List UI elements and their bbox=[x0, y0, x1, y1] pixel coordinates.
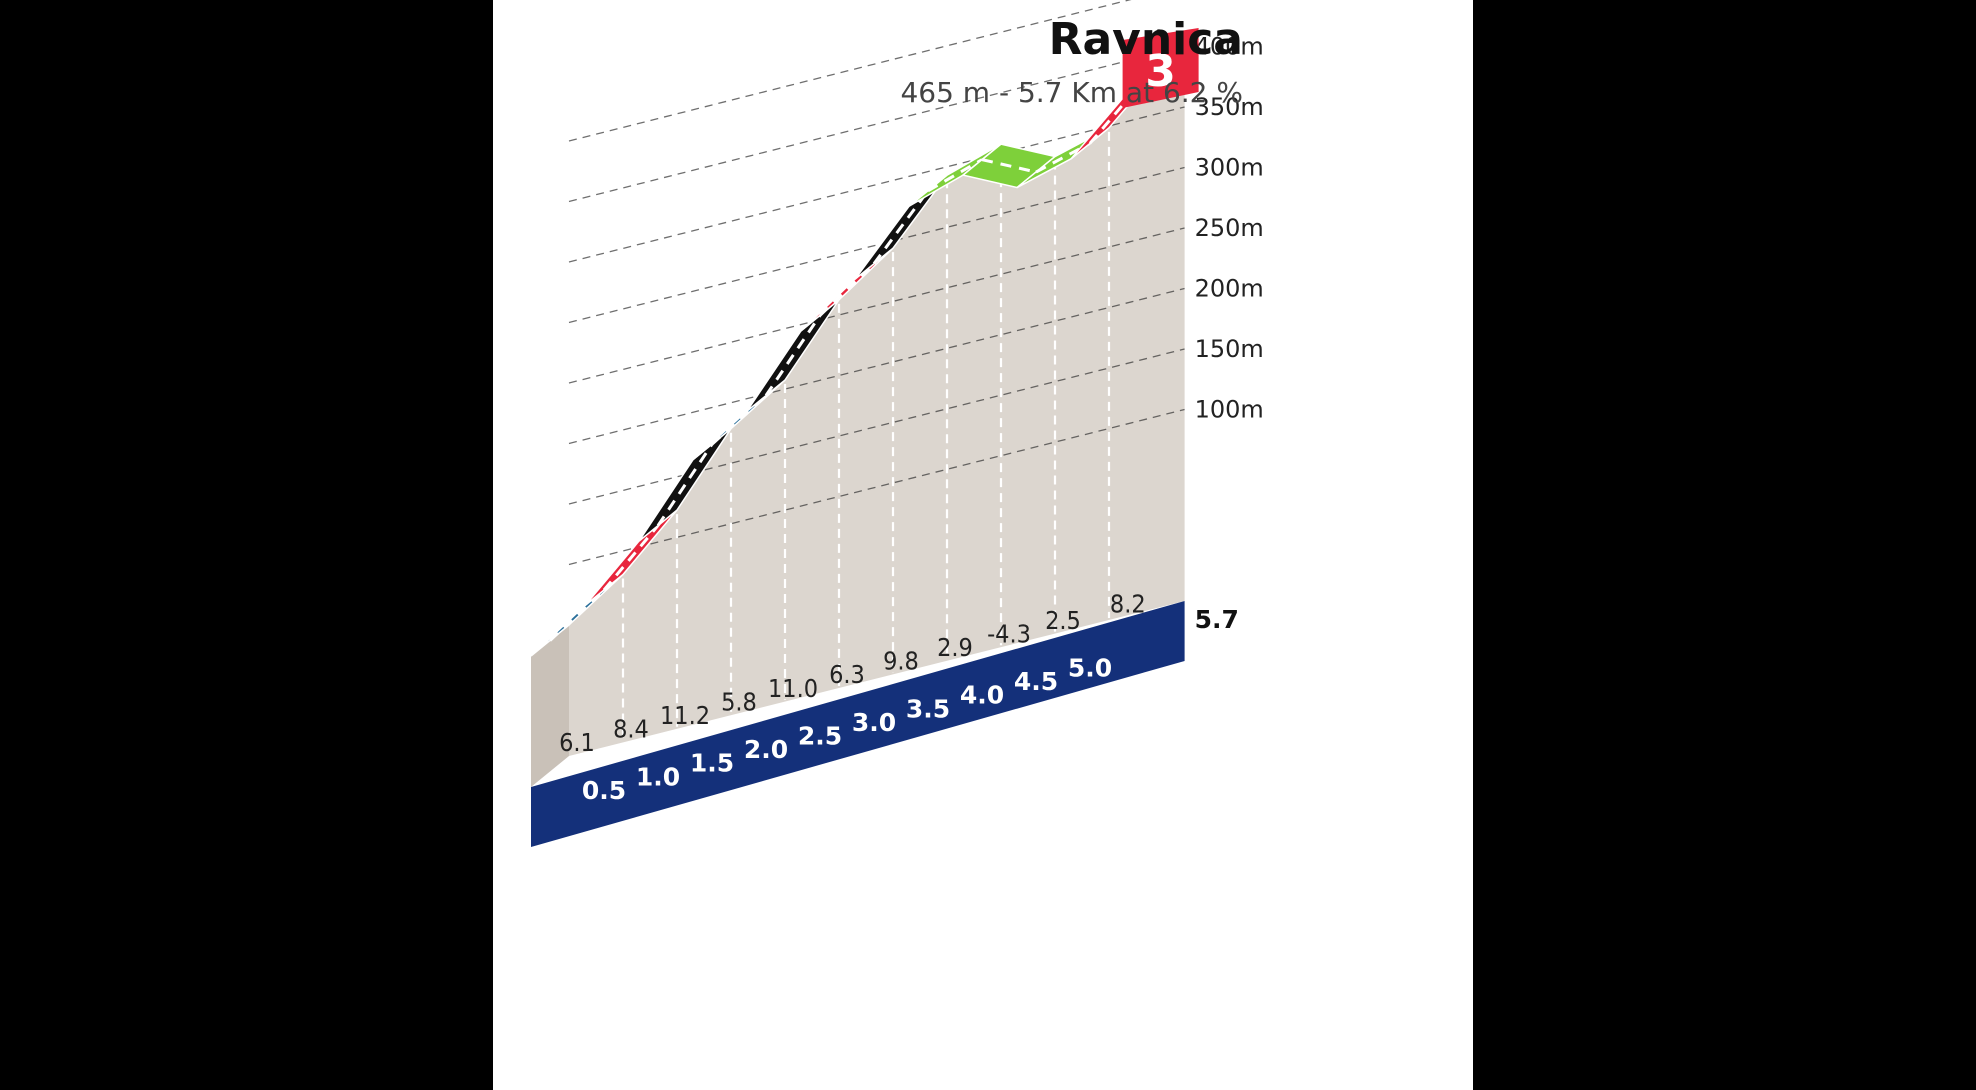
climb-summary: 465 m - 5.7 Km at 6.2 % bbox=[900, 76, 1243, 109]
gradient-label: 6.1 bbox=[559, 728, 595, 757]
elevation-gridline-350 bbox=[568, 106, 1185, 263]
distance-band bbox=[531, 600, 1185, 847]
climb-title: Ravnica bbox=[1048, 14, 1243, 65]
elevation-profile-chart: 100m150m200m250m300m350m400m450m6.18.411… bbox=[530, 0, 1264, 847]
km-tick-label: 2.5 bbox=[798, 722, 842, 751]
category-flag: 3 bbox=[1122, 28, 1199, 108]
elevation-tick-label: 200m bbox=[1195, 274, 1264, 302]
road-centerline bbox=[872, 189, 930, 265]
road-centerline bbox=[1035, 141, 1091, 174]
elevation-gridline-300 bbox=[568, 166, 1185, 324]
labels-layer: 100m150m200m250m300m350m400m450m6.18.411… bbox=[559, 32, 1264, 805]
terrain-wall bbox=[569, 39, 1185, 757]
elevation-tick-label: 250m bbox=[1195, 214, 1264, 242]
road-centerline bbox=[927, 158, 983, 193]
km-tick-label: 4.5 bbox=[1014, 667, 1058, 696]
profile-panel: 100m150m200m250m300m350m400m450m6.18.411… bbox=[493, 0, 1473, 1090]
category-number: 3 bbox=[1145, 46, 1176, 97]
km-tick-label: 4.0 bbox=[960, 681, 1004, 710]
km-tick-label: 3.0 bbox=[852, 708, 896, 737]
gradient-label: 8.4 bbox=[613, 715, 649, 744]
elevation-tick-label: 400m bbox=[1195, 32, 1264, 60]
km-tick-label: 1.0 bbox=[636, 762, 680, 791]
elevation-tick-label: 350m bbox=[1195, 93, 1264, 121]
gradient-label: 6.3 bbox=[829, 660, 865, 689]
elevation-gridline-150 bbox=[568, 348, 1185, 505]
elevation-gridline-200 bbox=[568, 287, 1185, 445]
road-centerline bbox=[548, 588, 606, 642]
gradient-label: 11.2 bbox=[660, 701, 710, 730]
gradient-label: 11.0 bbox=[768, 674, 818, 703]
gradient-label: 8.2 bbox=[1110, 589, 1146, 618]
gradient-label: 9.8 bbox=[883, 647, 919, 676]
elevation-gridline-250 bbox=[568, 227, 1185, 384]
km-tick-label: 3.5 bbox=[906, 694, 950, 723]
road-centerline bbox=[764, 314, 822, 397]
gradient-label: -4.3 bbox=[987, 619, 1031, 648]
km-tick-label: 0.5 bbox=[582, 776, 626, 805]
elevation-tick-label: 150m bbox=[1195, 335, 1264, 363]
km-tick-label: 2.0 bbox=[744, 735, 788, 764]
road-centerline bbox=[818, 262, 876, 317]
category-flag-cloth bbox=[1122, 28, 1199, 108]
road-centerline bbox=[602, 524, 660, 591]
road-centerline bbox=[981, 158, 1037, 174]
terrain-side-face bbox=[531, 625, 569, 787]
gradient-label: 2.5 bbox=[1045, 606, 1081, 635]
elevation-gridline-100 bbox=[568, 408, 1185, 566]
elevation-tick-label: 100m bbox=[1195, 395, 1264, 423]
km-tick-label: 1.5 bbox=[690, 749, 734, 778]
elevation-gridline-450 bbox=[568, 0, 1132, 142]
km-tick-label: 5.0 bbox=[1068, 654, 1112, 683]
end-distance-label: 5.7 bbox=[1195, 605, 1239, 634]
elevation-gridline-400 bbox=[568, 45, 1185, 203]
grid-layer bbox=[568, 0, 1185, 741]
gradient-label: 2.9 bbox=[937, 633, 973, 662]
elevation-tick-label: 300m bbox=[1195, 153, 1264, 181]
road-centerline bbox=[656, 443, 714, 527]
terrain-layer bbox=[531, 39, 1185, 847]
gradient-label: 5.8 bbox=[721, 687, 757, 716]
